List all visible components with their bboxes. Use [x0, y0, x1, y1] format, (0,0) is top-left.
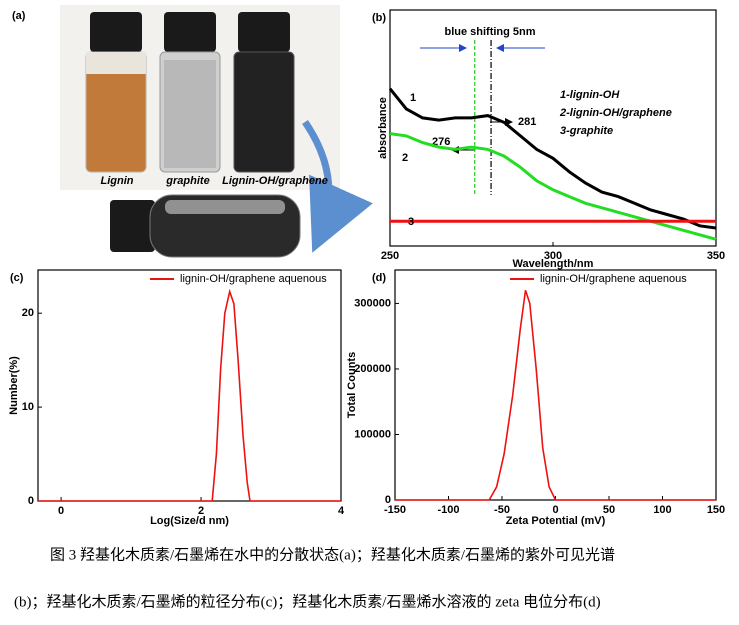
series-line: [395, 290, 716, 501]
x-tick-label: 100: [653, 504, 671, 516]
y-axis-title: absorbance: [377, 97, 389, 159]
x-tick-label: 250: [381, 250, 399, 262]
caption: (b)；羟基化木质素/石墨烯的粒径分布(c)；羟基化木质素/石墨烯水溶液的 ze…: [14, 593, 601, 610]
x-tick-label: 350: [707, 250, 725, 262]
y-tick-label: 0: [28, 495, 34, 507]
x-tick-label: -150: [384, 504, 406, 516]
plot-frame: [394, 269, 717, 501]
panel-label: (b): [372, 12, 386, 24]
vial-label: Lignin-OH/graphene: [222, 175, 328, 187]
legend-entry: 3-graphite: [560, 125, 613, 137]
x-tick-label: 50: [603, 504, 615, 516]
legend-entry: lignin-OH/graphene aquenous: [180, 273, 327, 285]
x-axis-title: Wavelength/nm: [513, 258, 594, 270]
y-axis-title: Total Counts: [346, 352, 358, 418]
y-tick-label: 100000: [354, 428, 391, 440]
x-tick-label: 4: [338, 505, 345, 517]
legend-entry: 1-lignin-OH: [560, 89, 620, 101]
peak-label: 281: [518, 116, 536, 128]
vial-label: Lignin: [101, 175, 134, 187]
curve-label: 2: [402, 152, 408, 164]
series-line: [388, 87, 717, 230]
panel-label: (a): [12, 10, 26, 22]
x-tick-label: 300: [544, 250, 562, 262]
vial-label: graphite: [165, 175, 209, 187]
plot-frame: [389, 9, 717, 247]
annotation: blue shifting 5nm: [444, 26, 535, 38]
y-tick-label: 0: [385, 494, 391, 506]
curve-label: 3: [408, 216, 414, 228]
x-tick-label: 0: [552, 504, 558, 516]
x-tick-label: -50: [494, 504, 510, 516]
x-tick-label: -100: [437, 504, 459, 516]
x-axis-title: Zeta Potential (mV): [506, 515, 606, 527]
x-axis-title: Log(Size/d nm): [150, 515, 229, 527]
y-tick-label: 20: [22, 307, 34, 319]
y-tick-label: 200000: [354, 363, 391, 375]
panel-label: (d): [372, 272, 386, 284]
x-tick-label: 2: [198, 505, 204, 517]
y-tick-label: 300000: [354, 297, 391, 309]
panel-label: (c): [10, 272, 24, 284]
legend-entry: 2-lignin-OH/graphene: [559, 107, 672, 119]
x-tick-label: 0: [58, 505, 64, 517]
plot-frame: [37, 269, 342, 502]
photo: [60, 5, 373, 258]
y-tick-label: 10: [22, 401, 34, 413]
curve-label: 1: [410, 92, 416, 104]
legend-entry: lignin-OH/graphene aquenous: [540, 273, 687, 285]
caption: 图 3 羟基化木质素/石墨烯在水中的分散状态(a)；羟基化木质素/石墨烯的紫外可…: [50, 546, 615, 563]
series-line: [389, 132, 717, 241]
series-line: [38, 288, 341, 502]
x-tick-label: 150: [707, 504, 725, 516]
y-axis-title: Number(%): [8, 356, 20, 415]
